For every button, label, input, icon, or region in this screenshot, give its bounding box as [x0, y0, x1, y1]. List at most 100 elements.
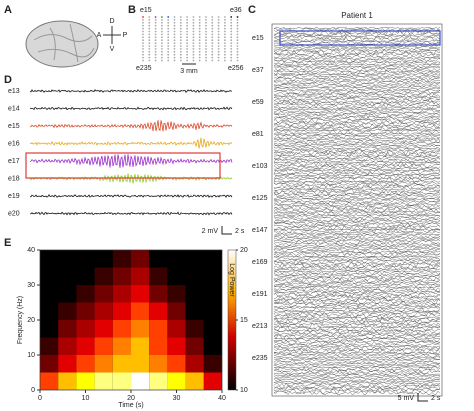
- electrode: [161, 21, 163, 24]
- channel-label: e17: [8, 158, 20, 165]
- trace: [273, 80, 441, 84]
- electrode: [230, 39, 233, 42]
- electrode: [236, 16, 239, 18]
- electrode: [142, 16, 144, 18]
- electrode: [179, 30, 182, 33]
- trace: [273, 147, 441, 152]
- electrode: [230, 48, 233, 50]
- heat-cell: [76, 320, 95, 338]
- trace: [273, 255, 440, 258]
- heat-cell: [76, 355, 95, 373]
- trace: [273, 49, 441, 55]
- trace: [273, 139, 441, 144]
- electrode: [224, 36, 226, 39]
- trace: [273, 27, 441, 29]
- electrode: [167, 48, 170, 50]
- electrode: [192, 33, 195, 36]
- electrode: [224, 42, 226, 44]
- electrode: [167, 16, 170, 18]
- trace: [273, 239, 441, 243]
- trace: [273, 274, 441, 278]
- trace: [273, 109, 441, 114]
- trace: [273, 345, 441, 351]
- trace: [273, 247, 440, 251]
- trace: [273, 354, 441, 358]
- trace: [274, 245, 441, 249]
- heat-cell: [149, 320, 168, 338]
- trace: [273, 275, 441, 280]
- electrode: [205, 45, 207, 47]
- trace: [273, 132, 441, 135]
- electrode: [224, 21, 226, 24]
- channel-label: e59: [252, 99, 264, 106]
- electrode: [236, 24, 239, 27]
- trace: [273, 34, 441, 38]
- trace: [273, 250, 441, 254]
- trace: [273, 338, 441, 342]
- electrode: [186, 36, 189, 39]
- electrode: [230, 16, 233, 18]
- electrode: [192, 48, 195, 50]
- electrode: [205, 56, 207, 59]
- trace: [273, 51, 441, 56]
- brain: [25, 20, 121, 68]
- heat-cell: [167, 372, 186, 390]
- electrode: [186, 24, 189, 27]
- trace: [273, 42, 441, 46]
- electrode: [192, 30, 195, 33]
- electrode: [198, 16, 201, 18]
- heat-cell: [76, 372, 95, 390]
- electrode: [173, 27, 176, 30]
- trace: [273, 126, 441, 131]
- heat-cell: [149, 285, 168, 303]
- electrode: [198, 42, 201, 44]
- electrode: [186, 53, 189, 56]
- electrode: [217, 24, 220, 27]
- highlight-box: [279, 30, 441, 46]
- electrode: [148, 59, 151, 62]
- electrode: [167, 56, 170, 59]
- heat-cell: [112, 337, 131, 355]
- trace: [273, 192, 441, 197]
- electrode: [224, 16, 226, 18]
- electrode: [161, 27, 163, 30]
- trace: [273, 236, 441, 240]
- electrode: [236, 56, 239, 59]
- trace: [273, 292, 441, 298]
- trace: [273, 169, 441, 175]
- electrode: [142, 59, 144, 62]
- channel-label: e15: [252, 35, 264, 42]
- trace: [273, 304, 441, 308]
- electrode: [236, 48, 239, 50]
- electrode: [186, 39, 189, 42]
- channel-label: e213: [252, 323, 268, 330]
- trace: [273, 54, 441, 59]
- scale-label: 3 mm: [180, 68, 198, 75]
- panel-label: D: [4, 74, 12, 86]
- trace: [273, 316, 441, 320]
- trace: [273, 381, 441, 385]
- trace: [273, 331, 441, 336]
- heat-cell: [76, 337, 95, 355]
- electrode-grid: [142, 16, 239, 62]
- panel-title: Patient 1: [341, 11, 373, 20]
- electrode: [217, 56, 220, 59]
- trace: [274, 220, 441, 224]
- trace: [29, 120, 233, 132]
- trace: [273, 343, 441, 347]
- trace: [273, 103, 441, 107]
- panel-label: A: [4, 4, 12, 16]
- heat-cell: [167, 355, 186, 373]
- heat-cell: [94, 337, 113, 355]
- trace: [273, 313, 441, 319]
- electrode: [148, 39, 151, 42]
- heat-cell: [149, 337, 168, 355]
- electrode: [198, 53, 201, 56]
- electrode: [205, 27, 207, 30]
- colorbar-tick-label: 20: [240, 247, 248, 254]
- electrode: [230, 56, 233, 59]
- trace: [273, 129, 441, 135]
- trace: [273, 91, 441, 96]
- trace: [273, 150, 441, 156]
- heat-cell: [185, 372, 204, 390]
